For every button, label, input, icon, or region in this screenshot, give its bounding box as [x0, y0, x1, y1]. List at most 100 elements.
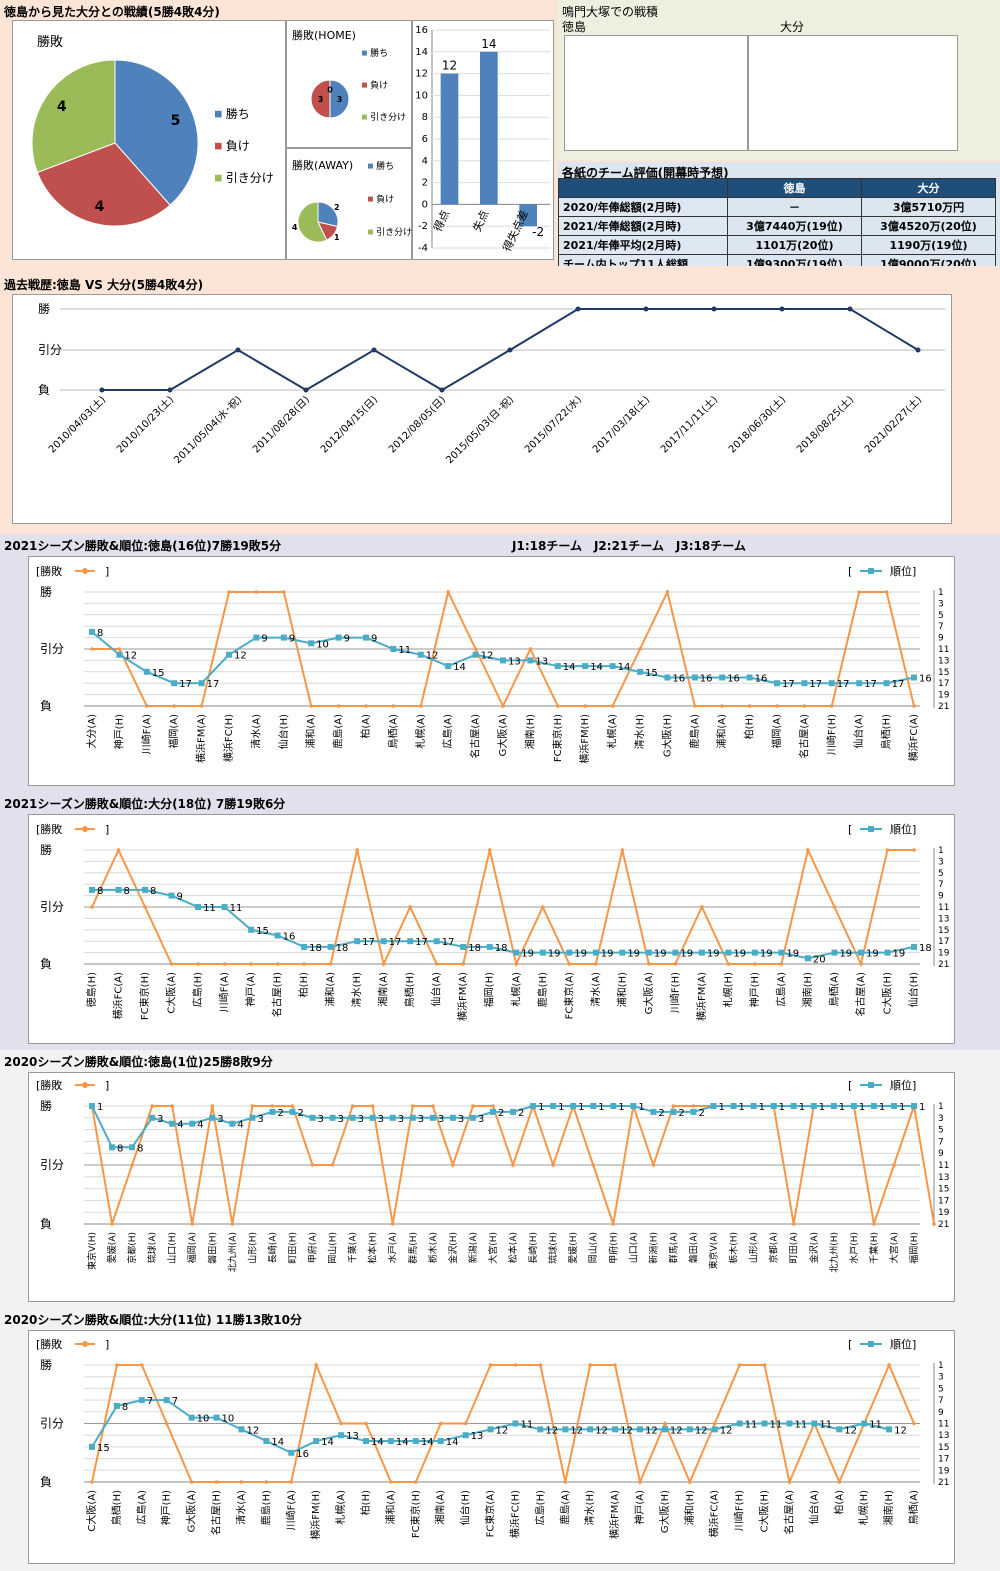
rank-tick-label: 11 [938, 645, 949, 655]
match-label: 川崎F(A) [284, 1490, 297, 1530]
rank-data-label: 12 [246, 1425, 259, 1436]
rank-point [363, 1438, 369, 1445]
rank-point [746, 674, 753, 681]
rank-data-label: 3 [257, 1114, 263, 1125]
pie-data-label: 3 [318, 95, 324, 104]
rank-data-label: 3 [338, 1114, 344, 1125]
rank-point [138, 1397, 145, 1404]
rank-data-label: 20 [813, 954, 826, 965]
match-label: G大阪(H) [660, 714, 673, 757]
history-point [847, 306, 853, 312]
rank-point [810, 1103, 817, 1109]
rank-point [113, 1402, 120, 1409]
rank-data-label: 9 [177, 892, 183, 903]
rank-data-label: 18 [468, 943, 481, 954]
history-date-label: 2010/10/23(土) [114, 393, 177, 456]
match-label: FC東京(H) [551, 714, 564, 762]
match-label: 北九州(H) [829, 1232, 840, 1273]
rank-data-label: 14 [371, 1437, 384, 1448]
history-y-label: 引分 [38, 343, 62, 357]
match-label: 仙台(A) [430, 972, 443, 1007]
pie-slice [297, 201, 328, 243]
rank-point [890, 1103, 897, 1109]
rank-tick-label: 5 [938, 1384, 944, 1394]
rank-data-label: 19 [521, 949, 534, 960]
result-point [528, 647, 533, 651]
rank-point [811, 1420, 818, 1427]
rank-point [163, 1397, 170, 1404]
legend-swatch [368, 163, 373, 169]
match-label: 横浜FM(A) [695, 972, 708, 1021]
bar [440, 73, 459, 205]
result-point [513, 1363, 518, 1367]
rank-tick-label: 3 [938, 1373, 944, 1383]
rank-tick-label: 3 [938, 1114, 944, 1124]
evaluation-header-oita: 大分 [861, 178, 996, 198]
rank-point [221, 904, 228, 910]
result-point [461, 962, 466, 966]
rank-point [661, 1426, 668, 1433]
rank-point [512, 1420, 519, 1427]
rank-data-label: 12 [124, 651, 137, 662]
result-point [885, 848, 890, 852]
rank-data-label: 8 [137, 1143, 143, 1154]
result-point [887, 1363, 891, 1367]
result-point [431, 1104, 435, 1108]
rank-data-label: 1 [578, 1102, 584, 1113]
history-y-label: 負 [38, 383, 50, 397]
match-label: 仙台(H) [907, 972, 920, 1007]
match-label: 川崎F(H) [733, 1490, 746, 1531]
evaluation-row: 2021/年俸総額(2月時) 3億7440万(19位) 3億4520万(20位) [558, 216, 996, 236]
match-label: 神戸(H) [748, 972, 761, 1007]
rank-tick-label: 19 [938, 691, 950, 701]
rank-point [489, 1108, 496, 1115]
result-point [857, 590, 861, 594]
rank-point [857, 949, 864, 956]
rank-data-label: 16 [755, 674, 768, 685]
pie-data-label: 1 [334, 233, 340, 242]
rank-data-label: 11 [794, 1420, 807, 1431]
match-label: FC東京(A) [484, 1490, 497, 1537]
match-label: C大阪(H) [758, 1490, 771, 1532]
rank-point [856, 680, 863, 687]
rank-data-label: 3 [398, 1114, 404, 1125]
match-label: 仙台(A) [807, 1490, 820, 1525]
match-label: 川崎F(A) [218, 972, 231, 1012]
result-point [787, 1480, 792, 1484]
rank-data-label: 19 [627, 949, 640, 960]
bar-y-tick-label: 14 [415, 47, 428, 58]
rank-point [637, 668, 643, 675]
match-label: 名古屋(A) [854, 972, 867, 1017]
pie-slice [31, 59, 116, 174]
result-point [239, 1480, 244, 1484]
match-label: 大宮(H) [487, 1232, 499, 1264]
rank-data-label: 3 [318, 1114, 324, 1125]
rank-data-label: 3 [217, 1114, 223, 1125]
rank-legend-marker [868, 826, 874, 832]
rank-tick-label: 9 [938, 892, 944, 902]
match-label: 横浜FM(H) [309, 1490, 322, 1540]
rank-data-label: 1 [638, 1102, 644, 1113]
result-point [665, 590, 670, 594]
match-label: 浦和(A) [384, 1490, 397, 1525]
match-label: 湘南(H) [523, 714, 536, 749]
rank-point [354, 938, 361, 945]
rank-point [719, 674, 726, 681]
match-label: 横浜FM(A) [608, 1490, 621, 1539]
evaluation-oita-value: 1190万(19位) [861, 235, 996, 255]
result-point [594, 962, 598, 966]
rank-point [188, 1414, 195, 1421]
match-label: 福岡(A) [186, 1232, 198, 1263]
match-label: 琉球(H) [547, 1232, 559, 1264]
rank-tick-label: 3 [938, 599, 944, 609]
history-y-label: 勝 [38, 301, 50, 316]
result-legend-label: [勝敗 [36, 822, 62, 836]
rank-point [550, 1103, 557, 1109]
rank-legend-label: 順位] [890, 822, 916, 836]
result-y-label: 負 [40, 1475, 52, 1489]
rank-data-label: 19 [680, 949, 693, 960]
result-point [214, 1480, 219, 1484]
result-point [663, 1421, 667, 1426]
rank-tick-label: 1 [938, 1361, 944, 1371]
match-label: 清水(A) [589, 972, 602, 1007]
